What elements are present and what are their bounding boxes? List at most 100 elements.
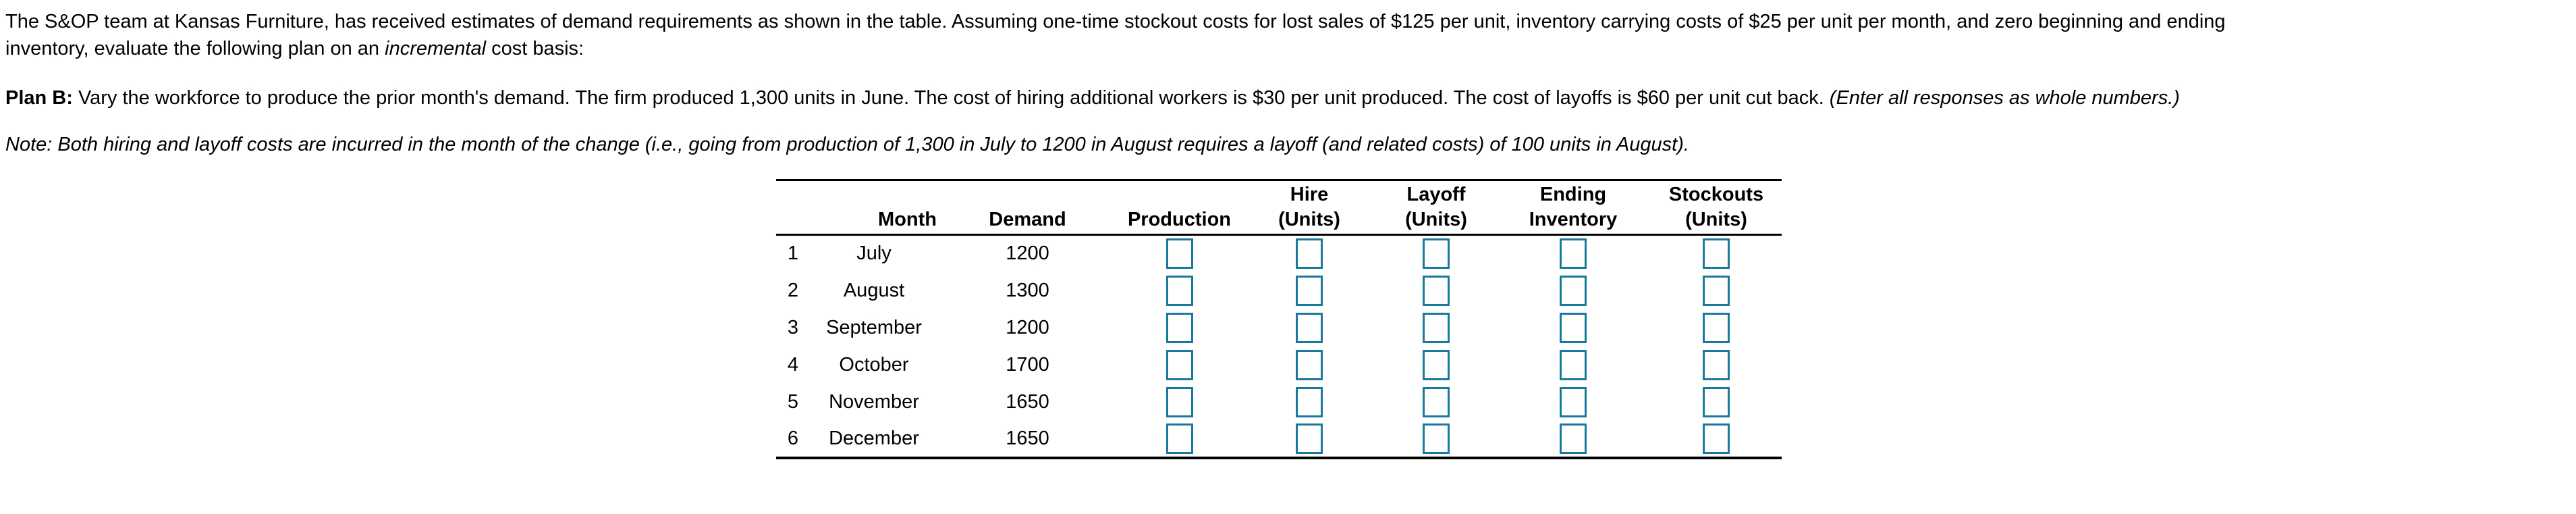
problem-statement-line-2: inventory, evaluate the following plan o… [5, 35, 2576, 62]
hire-units-input-row6[interactable] [1296, 423, 1323, 454]
production-input-row2[interactable] [1166, 275, 1193, 306]
ending-inventory-input-row6[interactable] [1560, 423, 1587, 454]
header-layoff-line2: (Units) [1405, 209, 1467, 230]
demand-cell: 1700 [1006, 353, 1049, 376]
ending-inventory-cell [1496, 346, 1651, 384]
header-demand: Demand [989, 209, 1066, 230]
demand-cell: 1200 [1006, 316, 1049, 338]
stockouts-cell [1651, 384, 1782, 421]
production-cell [1117, 272, 1242, 309]
ending-inventory-input-row4[interactable] [1560, 349, 1587, 380]
layoff-units-input-row6[interactable] [1423, 423, 1450, 454]
header-stockouts-line1: Stockouts [1668, 184, 1764, 205]
stockouts-cell [1651, 421, 1782, 458]
note-statement: Note: Both hiring and layoff costs are i… [5, 134, 1689, 155]
month-cell: October [839, 353, 909, 376]
row-number: 6 [787, 427, 799, 449]
production-input-row1[interactable] [1166, 238, 1193, 269]
ending-inventory-cell [1496, 309, 1651, 346]
header-stockouts-line2: (Units) [1685, 209, 1747, 230]
stockouts-units-input-row5[interactable] [1703, 386, 1730, 417]
table-row: 3 September 1200 [776, 309, 1782, 346]
header-production: Production [1127, 209, 1232, 230]
layoff-units-input-row3[interactable] [1423, 312, 1450, 343]
demand-cell: 1650 [1006, 427, 1049, 449]
stockouts-units-input-row6[interactable] [1703, 423, 1730, 454]
layoff-cell [1377, 272, 1496, 309]
hire-units-input-row1[interactable] [1296, 238, 1323, 269]
stockouts-cell [1651, 346, 1782, 384]
header-ending-line2: Inventory [1529, 209, 1618, 230]
month-cell: August [843, 279, 905, 301]
table-row: 1 July 1200 [776, 235, 1782, 272]
layoff-cell [1377, 346, 1496, 384]
hire-cell [1242, 346, 1377, 384]
problem-statement-line-1: The S&OP team at Kansas Furniture, has r… [5, 11, 2226, 32]
row-number: 5 [787, 390, 799, 413]
hire-units-input-row4[interactable] [1296, 349, 1323, 380]
stockouts-units-input-row1[interactable] [1703, 238, 1730, 269]
header-hire: Hire (Units) [1242, 180, 1377, 235]
production-cell [1117, 235, 1242, 272]
hire-cell [1242, 421, 1377, 458]
stockouts-units-input-row4[interactable] [1703, 349, 1730, 380]
production-cell [1117, 309, 1242, 346]
table-row: 2 August 1300 [776, 272, 1782, 309]
month-cell: July [856, 242, 892, 265]
row-number: 2 [787, 279, 799, 301]
layoff-units-input-row1[interactable] [1423, 238, 1450, 269]
row-number: 4 [787, 353, 799, 376]
month-cell: September [826, 316, 922, 338]
stockouts-cell [1651, 235, 1782, 272]
ending-inventory-input-row5[interactable] [1560, 386, 1587, 417]
intro-line2-suffix: cost basis: [486, 38, 584, 59]
demand-cell: 1650 [1006, 390, 1049, 413]
month-cell: December [829, 427, 919, 449]
production-input-row3[interactable] [1166, 312, 1193, 343]
plan-b-statement: Plan B: Vary the workforce to produce th… [5, 84, 2576, 111]
hire-units-input-row2[interactable] [1296, 275, 1323, 306]
problem-area: The S&OP team at Kansas Furniture, has r… [5, 8, 2576, 459]
layoff-units-input-row2[interactable] [1423, 275, 1450, 306]
ending-inventory-cell [1496, 272, 1651, 309]
plan-b-text: Vary the workforce to produce the prior … [72, 87, 1830, 109]
stockouts-units-input-row3[interactable] [1703, 312, 1730, 343]
production-input-row5[interactable] [1166, 386, 1193, 417]
ending-inventory-input-row3[interactable] [1560, 312, 1587, 343]
header-layoff-line1: Layoff [1406, 184, 1466, 205]
table-row: 6 December 1650 [776, 421, 1782, 458]
table-row: 4 October 1700 [776, 346, 1782, 384]
header-stockouts: Stockouts (Units) [1651, 180, 1782, 235]
production-cell [1117, 384, 1242, 421]
table-row: 5 November 1650 [776, 384, 1782, 421]
hire-units-input-row3[interactable] [1296, 312, 1323, 343]
demand-cell: 1200 [1006, 242, 1049, 265]
production-input-row6[interactable] [1166, 423, 1193, 454]
layoff-units-input-row4[interactable] [1423, 349, 1450, 380]
plan-b-label: Plan B: [5, 87, 73, 109]
layoff-units-input-row5[interactable] [1423, 386, 1450, 417]
hire-cell [1242, 384, 1377, 421]
stockouts-cell [1651, 272, 1782, 309]
ending-inventory-cell [1496, 421, 1651, 458]
row-number: 1 [787, 242, 799, 265]
ending-inventory-cell [1496, 235, 1651, 272]
ending-inventory-input-row1[interactable] [1560, 238, 1587, 269]
ending-inventory-input-row2[interactable] [1560, 275, 1587, 306]
stockouts-units-input-row2[interactable] [1703, 275, 1730, 306]
ending-inventory-cell [1496, 384, 1651, 421]
production-input-row4[interactable] [1166, 349, 1193, 380]
header-hire-line1: Hire [1290, 184, 1329, 205]
hire-units-input-row5[interactable] [1296, 386, 1323, 417]
layoff-cell [1377, 421, 1496, 458]
hire-cell [1242, 272, 1377, 309]
header-layoff: Layoff (Units) [1377, 180, 1496, 235]
problem-statement: The S&OP team at Kansas Furniture, has r… [5, 8, 2576, 62]
header-ending-inventory: Ending Inventory [1496, 180, 1651, 235]
intro-line2-text: inventory, evaluate the following plan o… [5, 38, 385, 59]
plan-b-table: Month Demand Production Hire (Units) Layo… [776, 179, 1782, 459]
layoff-cell [1377, 309, 1496, 346]
production-cell [1117, 421, 1242, 458]
stockouts-cell [1651, 309, 1782, 346]
header-hire-line2: (Units) [1278, 209, 1340, 230]
